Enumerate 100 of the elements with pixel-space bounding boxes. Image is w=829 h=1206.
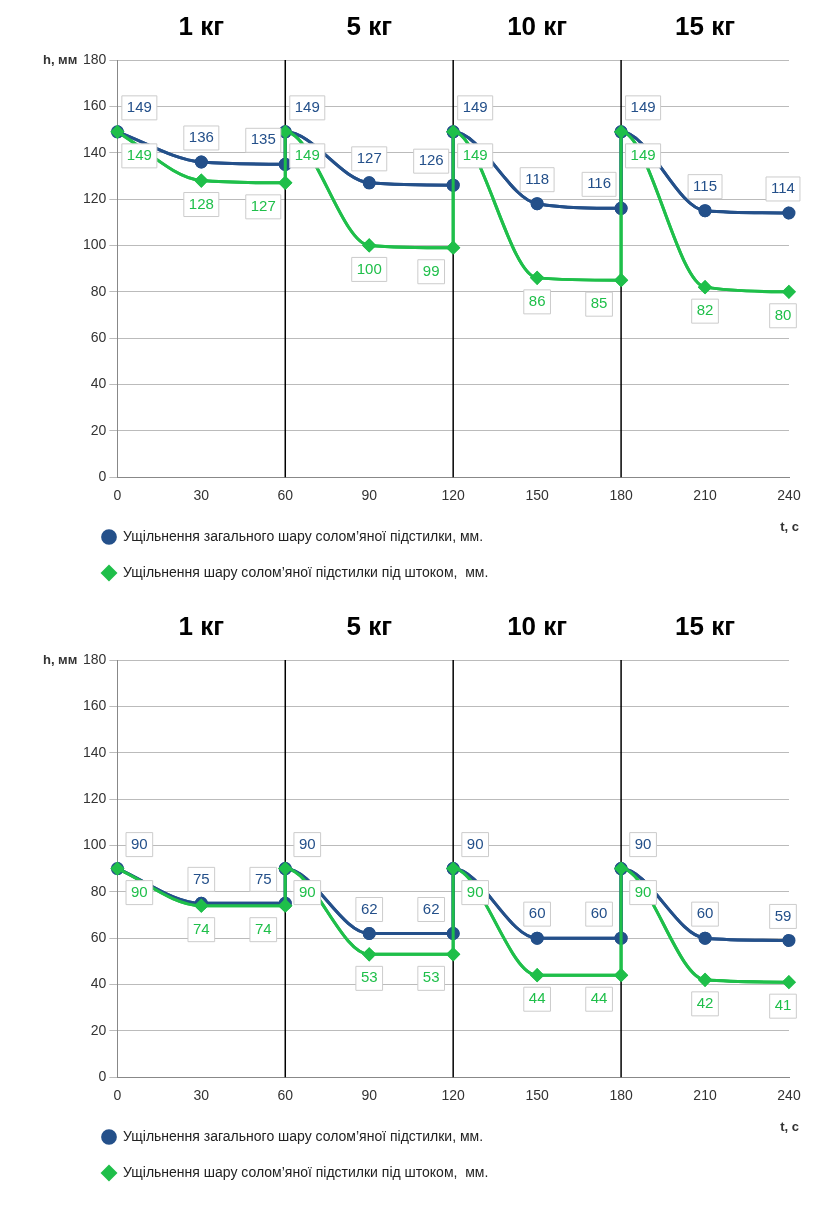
x-axis-title: t, с xyxy=(780,1118,799,1134)
x-tick-label: 30 xyxy=(193,487,210,504)
data-label: 128 xyxy=(188,194,214,212)
data-label: 75 xyxy=(192,869,210,887)
data-label: 115 xyxy=(693,176,718,194)
x-tick-label: 150 xyxy=(525,487,550,504)
point xyxy=(530,271,544,285)
point xyxy=(530,968,544,982)
point xyxy=(782,206,796,220)
y-tick-label: 100 xyxy=(83,836,107,853)
x-tick-label: 60 xyxy=(277,1087,294,1104)
point xyxy=(782,285,796,299)
data-label: 149 xyxy=(630,97,656,115)
data-label: 60 xyxy=(696,904,714,922)
legend-label: Ущільнення шару солом’яної підстилки під штоком, мм. xyxy=(123,563,489,580)
y-tick-label: 40 xyxy=(90,975,107,992)
y-tick-label: 180 xyxy=(83,50,107,67)
data-label: 74 xyxy=(254,919,272,937)
data-label: 86 xyxy=(528,292,546,310)
data-label: 149 xyxy=(294,97,320,115)
y-tick-label: 140 xyxy=(83,143,107,160)
point xyxy=(698,204,712,218)
data-label: 90 xyxy=(466,882,484,900)
data-label: 149 xyxy=(630,145,656,163)
y-tick-label: 60 xyxy=(90,328,107,345)
text: 10 кг xyxy=(507,611,568,642)
data-label: 62 xyxy=(360,899,378,917)
y-tick-label: 0 xyxy=(98,468,107,485)
x-tick-label: 0 xyxy=(113,487,122,504)
y-tick-label: 40 xyxy=(90,375,107,392)
x-tick-label: 90 xyxy=(361,487,378,504)
y-tick-label: 20 xyxy=(90,421,107,438)
data-label: 114 xyxy=(771,179,795,197)
data-label: 53 xyxy=(422,968,440,986)
y-tick-label: 120 xyxy=(83,789,107,806)
data-label: 90 xyxy=(634,834,652,852)
x-tick-label: 0 xyxy=(113,1087,122,1104)
legend-label: Ущільнення шару солом’яної підстилки під штоком, мм. xyxy=(123,1163,489,1180)
data-label: 149 xyxy=(294,145,320,163)
data-label: 60 xyxy=(590,904,608,922)
x-tick-label: 210 xyxy=(693,487,717,504)
x-tick-label: 210 xyxy=(693,1087,717,1104)
data-label: 44 xyxy=(590,989,608,1007)
point xyxy=(698,280,712,294)
data-label: 90 xyxy=(634,882,652,900)
data-label: 82 xyxy=(696,301,714,319)
text: 15 кг xyxy=(675,11,736,42)
point xyxy=(614,273,628,287)
data-label: 53 xyxy=(360,968,378,986)
data-label: 41 xyxy=(774,996,792,1014)
data-label: 149 xyxy=(462,145,488,163)
y-tick-label: 140 xyxy=(83,743,107,760)
y-tick-label: 20 xyxy=(90,1021,107,1038)
x-tick-label: 90 xyxy=(361,1087,378,1104)
data-label: 100 xyxy=(356,259,382,277)
data-label: 116 xyxy=(587,174,612,192)
legend-label: Ущільнення загального шару солом’яної підстилки, мм. xyxy=(123,1127,484,1144)
y-tick-label: 0 xyxy=(98,1068,107,1085)
y-tick-label: 80 xyxy=(90,882,107,899)
point xyxy=(278,176,292,190)
x-tick-label: 240 xyxy=(777,487,801,504)
data-label: 62 xyxy=(422,899,440,917)
data-label: 90 xyxy=(131,882,148,900)
point xyxy=(530,931,544,945)
data-label: 136 xyxy=(188,128,214,146)
point xyxy=(446,947,460,961)
point xyxy=(446,241,460,255)
x-tick-label: 150 xyxy=(525,1087,550,1104)
point xyxy=(362,176,376,190)
x-tick-label: 120 xyxy=(441,1087,466,1104)
point xyxy=(362,927,376,940)
data-label: 127 xyxy=(356,148,382,166)
data-label: 149 xyxy=(462,97,488,115)
point xyxy=(614,968,628,982)
point xyxy=(782,933,796,947)
data-label: 60 xyxy=(528,904,546,922)
x-tick-label: 60 xyxy=(277,487,294,504)
y-tick-label: 100 xyxy=(83,236,107,253)
data-label: 135 xyxy=(250,130,276,148)
data-label: 74 xyxy=(192,919,210,937)
text: 10 кг xyxy=(507,11,568,42)
x-tick-label: 240 xyxy=(777,1087,801,1104)
y-tick-label: 120 xyxy=(83,189,107,206)
data-label: 85 xyxy=(590,294,608,312)
y-tick-label: 80 xyxy=(90,282,107,299)
point xyxy=(194,155,208,169)
data-label: 149 xyxy=(126,145,152,163)
point xyxy=(698,973,712,987)
text: 5 кг xyxy=(346,611,393,642)
data-label: 149 xyxy=(126,97,152,115)
x-tick-label: 180 xyxy=(609,487,633,504)
legend-label: Ущільнення загального шару солом’яної підстилки, мм. xyxy=(123,527,484,544)
point xyxy=(362,947,376,961)
data-label: 90 xyxy=(131,834,148,852)
data-label: 44 xyxy=(528,989,546,1007)
point xyxy=(530,197,544,211)
data-label: 90 xyxy=(298,834,316,852)
point xyxy=(194,174,208,188)
point xyxy=(698,931,712,945)
text: 1 кг xyxy=(178,611,225,642)
